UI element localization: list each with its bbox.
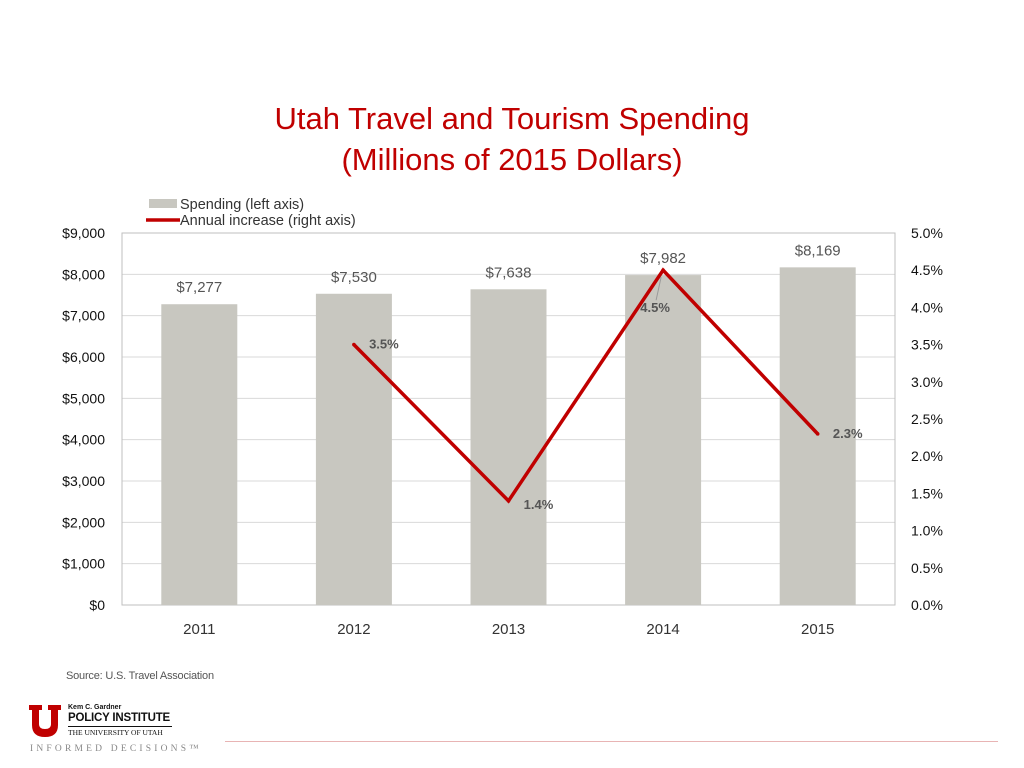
right-axis-tick-label: 0.0%	[911, 597, 943, 613]
left-axis-tick-label: $5,000	[62, 390, 105, 406]
left-axis-tick-label: $6,000	[62, 349, 105, 365]
right-axis-tick-label: 5.0%	[911, 225, 943, 241]
right-axis-tick-label: 3.0%	[911, 374, 943, 390]
spending-bar	[161, 304, 238, 605]
category-label: 2014	[646, 621, 679, 638]
spending-bar	[470, 289, 547, 605]
line-value-label: 2.3%	[833, 426, 863, 441]
left-axis-tick-label: $0	[89, 597, 105, 613]
line-value-label: 4.5%	[640, 300, 670, 315]
bar-value-label: $7,982	[640, 250, 686, 267]
bar-value-label: $7,638	[486, 264, 532, 281]
left-axis-tick-label: $7,000	[62, 308, 105, 324]
logo-small-text: Kem C. Gardner	[68, 704, 122, 711]
legend-swatch-spending	[149, 199, 177, 208]
footer-divider	[225, 741, 998, 742]
left-axis-tick-label: $3,000	[62, 473, 105, 489]
source-note: Source: U.S. Travel Association	[66, 670, 214, 682]
category-label: 2013	[492, 621, 525, 638]
right-axis-tick-label: 1.5%	[911, 485, 943, 501]
right-axis-tick-label: 1.0%	[911, 523, 943, 539]
line-value-label: 1.4%	[524, 497, 554, 512]
bar-value-label: $7,530	[331, 269, 377, 286]
right-axis-tick-label: 2.0%	[911, 448, 943, 464]
left-axis-tick-label: $8,000	[62, 266, 105, 282]
legend-label-spending: Spending (left axis)	[180, 197, 304, 213]
title-line-1: Utah Travel and Tourism Spending	[274, 101, 750, 136]
annual-increase-point	[815, 432, 820, 436]
spending-bar	[625, 275, 702, 605]
policy-institute-logo: Kem C. Gardner POLICY INSTITUTE THE UNIV…	[28, 702, 218, 760]
right-axis-tick-label: 2.5%	[911, 411, 943, 427]
legend-label-annual-increase: Annual increase (right axis)	[180, 213, 356, 229]
annual-increase-point	[506, 499, 511, 503]
logo-rule	[68, 726, 172, 727]
category-label: 2012	[337, 621, 370, 638]
line-value-label: 3.5%	[369, 337, 399, 352]
university-u-logo-icon	[29, 705, 61, 737]
logo-main-text: POLICY INSTITUTE	[68, 712, 171, 724]
right-axis-tick-label: 4.5%	[911, 262, 943, 278]
right-axis-tick-label: 3.5%	[911, 337, 943, 353]
spending-bar	[779, 267, 856, 605]
annual-increase-point	[352, 342, 356, 347]
category-label: 2015	[801, 621, 834, 638]
bar-value-label: $7,277	[176, 279, 222, 296]
annual-increase-line	[352, 267, 819, 504]
right-axis-tick-label: 0.5%	[911, 560, 943, 576]
left-axis-tick-label: $1,000	[62, 556, 105, 572]
bar-value-label: $8,169	[795, 242, 841, 259]
title-line-2: (Millions of 2015 Dollars)	[341, 142, 683, 177]
left-axis-tick-label: $2,000	[62, 514, 105, 530]
annual-increase-point	[661, 268, 665, 273]
category-label: 2011	[183, 621, 215, 638]
left-axis-tick-label: $9,000	[62, 225, 105, 241]
slide-title: Utah Travel and Tourism Spending (Millio…	[0, 98, 1024, 180]
tagline: INFORMED DECISIONS™	[30, 744, 202, 754]
logo-sub-text: THE UNIVERSITY OF UTAH	[68, 728, 163, 737]
right-axis-tick-label: 4.0%	[911, 299, 943, 315]
label-leader-line	[655, 277, 662, 301]
left-axis-tick-label: $4,000	[62, 432, 105, 448]
